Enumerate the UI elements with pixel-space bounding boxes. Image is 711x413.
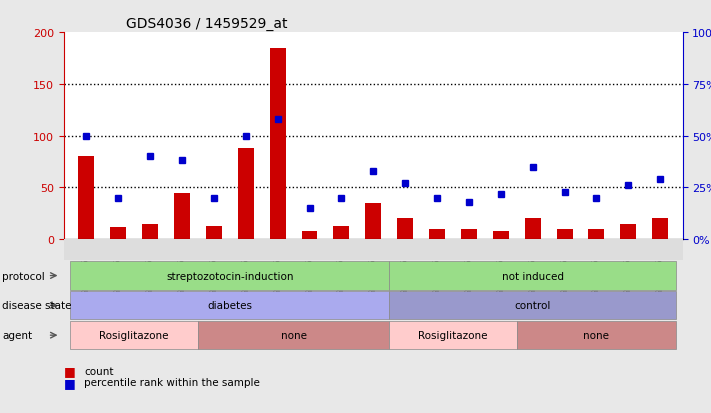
Bar: [525, 219, 540, 240]
Bar: [269, 48, 286, 240]
Text: count: count: [84, 366, 113, 376]
Text: ■: ■: [64, 364, 76, 377]
Text: ■: ■: [64, 376, 76, 389]
Text: GDS4036 / 1459529_at: GDS4036 / 1459529_at: [126, 17, 287, 31]
Text: percentile rank within the sample: percentile rank within the sample: [84, 377, 260, 387]
Text: diabetes: diabetes: [208, 301, 252, 311]
Bar: [78, 157, 95, 240]
Bar: [429, 229, 445, 240]
Text: agent: agent: [2, 330, 32, 340]
Bar: [493, 231, 509, 240]
Bar: [333, 226, 349, 240]
Text: Rosiglitazone: Rosiglitazone: [418, 330, 488, 340]
Bar: [301, 231, 318, 240]
Bar: [621, 224, 636, 240]
Bar: [237, 149, 254, 240]
Text: Rosiglitazone: Rosiglitazone: [100, 330, 169, 340]
Bar: [142, 224, 158, 240]
Bar: [365, 204, 381, 240]
Bar: [557, 229, 572, 240]
Text: not induced: not induced: [502, 271, 564, 281]
Bar: [461, 229, 477, 240]
Text: disease state: disease state: [2, 301, 72, 311]
Text: protocol: protocol: [2, 271, 45, 281]
Text: control: control: [515, 301, 551, 311]
Text: streptozotocin-induction: streptozotocin-induction: [166, 271, 294, 281]
Bar: [174, 193, 190, 240]
Bar: [589, 229, 604, 240]
Bar: [206, 226, 222, 240]
Bar: [397, 219, 413, 240]
Text: none: none: [281, 330, 306, 340]
Bar: [652, 219, 668, 240]
Text: none: none: [584, 330, 609, 340]
Bar: [110, 227, 126, 240]
